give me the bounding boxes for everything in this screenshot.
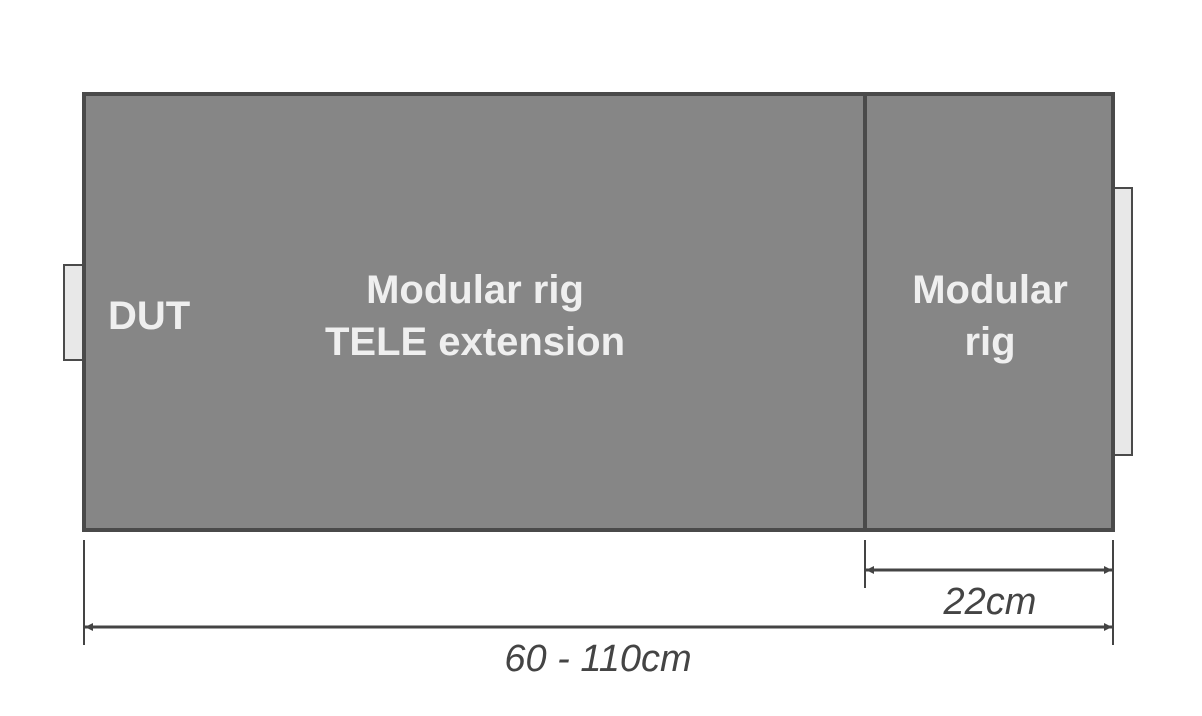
rig-width-label: 22cm xyxy=(943,581,1037,623)
rig-label-line2: rig xyxy=(964,320,1015,364)
extension-box xyxy=(82,92,867,532)
extension-label-line2: TELE extension xyxy=(325,320,625,364)
extension-label-line1: Modular rig xyxy=(366,268,584,312)
modular-rig-box xyxy=(863,92,1115,532)
dut-tab xyxy=(63,264,84,361)
dimension-lines xyxy=(83,540,1114,645)
dut-label: DUT xyxy=(108,294,190,338)
rig-label-line1: Modular xyxy=(912,268,1068,312)
rig-tab xyxy=(1112,187,1133,456)
total-length-label: 60 - 110cm xyxy=(504,638,691,680)
